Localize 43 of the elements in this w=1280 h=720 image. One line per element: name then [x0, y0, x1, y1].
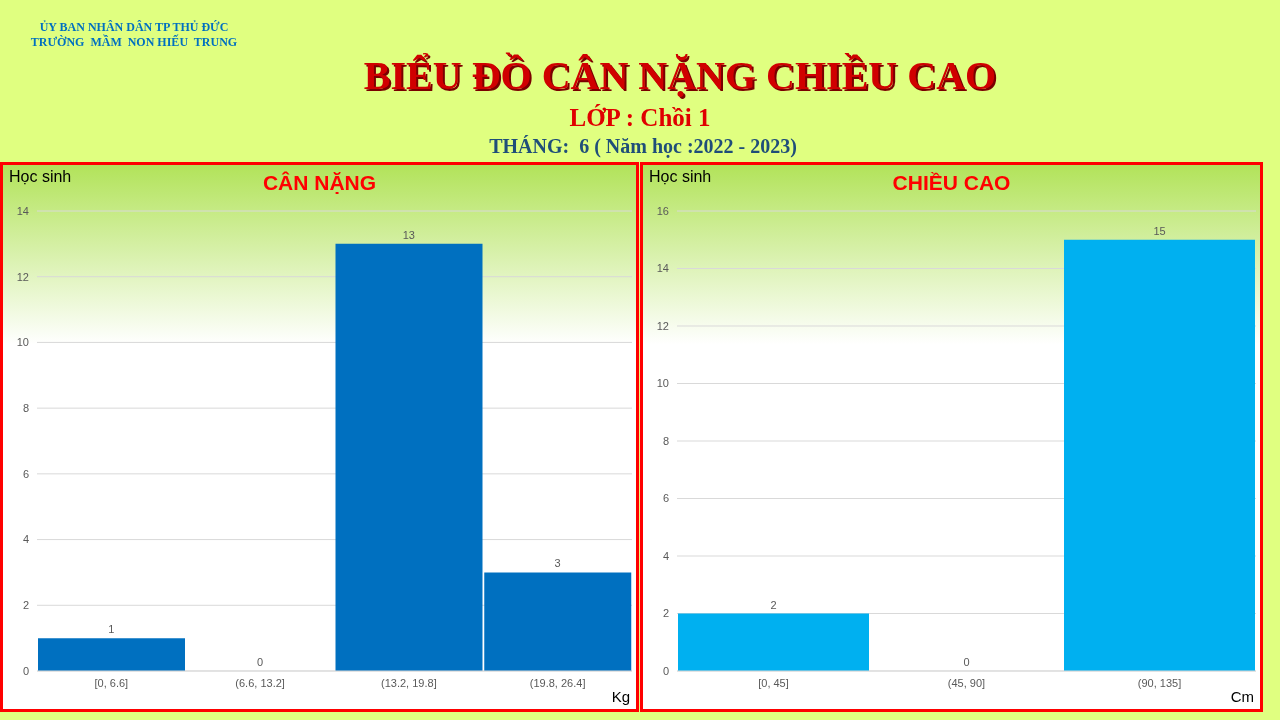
x-tick-label: (13.2, 19.8]	[381, 676, 437, 689]
text: ỦY BAN NHÂN DÂN TP THỦ ĐỨC	[38, 20, 230, 34]
y-tick-label: 4	[662, 549, 669, 562]
data-label: 1	[108, 623, 115, 636]
y-tick-label: 8	[22, 402, 29, 415]
y-tick-label: 8	[662, 434, 669, 447]
y-tick-label: 6	[22, 467, 29, 480]
y-tick-label: 12	[656, 319, 669, 332]
y-tick-label: 14	[16, 204, 29, 217]
y-tick-label: 4	[22, 533, 29, 546]
chart-title: CHIỀU CAO	[892, 171, 1011, 194]
y-tick-label: 10	[656, 377, 669, 390]
y-axis-title: Học sinh	[649, 168, 712, 186]
x-axis-title: Cm	[1230, 688, 1254, 705]
x-tick-label: [0, 45]	[758, 676, 789, 689]
text: BIỂU ĐỒ CÂN NẶNG CHIỀU CAO	[362, 52, 998, 99]
chart-title: CÂN NẶNG	[262, 171, 377, 194]
data-label: 2	[770, 598, 777, 611]
data-label: 0	[257, 656, 264, 668]
text: TRƯỜNG MẦM NON HIẾU TRUNG	[29, 35, 239, 50]
y-tick-label: 0	[22, 664, 29, 677]
x-tick-label: (45, 90]	[947, 676, 986, 689]
x-tick-label: (90, 135]	[1137, 676, 1182, 689]
data-label: 13	[402, 228, 415, 241]
y-tick-label: 14	[656, 262, 669, 275]
bar	[38, 638, 185, 671]
y-tick-label: 0	[662, 664, 669, 677]
y-tick-label: 16	[656, 204, 669, 217]
x-tick-label: (6.6, 13.2]	[235, 676, 285, 689]
y-tick-label: 12	[16, 270, 29, 283]
y-tick-label: 2	[662, 607, 669, 620]
y-tick-label: 10	[16, 336, 29, 349]
x-axis-title: Kg	[611, 688, 630, 705]
y-axis-title: Học sinh	[9, 168, 72, 186]
text: THÁNG: 6 ( Năm học :2022 - 2023)	[488, 135, 798, 158]
y-tick-label: 6	[662, 492, 669, 505]
x-tick-label: [0, 6.6]	[94, 676, 129, 689]
data-label: 3	[554, 557, 561, 570]
data-label: 0	[963, 656, 970, 668]
data-label: 15	[1153, 224, 1166, 237]
y-tick-label: 2	[22, 599, 29, 612]
x-tick-label: (19.8, 26.4]	[529, 676, 586, 689]
text: LỚP : Chồi 1	[568, 104, 712, 132]
